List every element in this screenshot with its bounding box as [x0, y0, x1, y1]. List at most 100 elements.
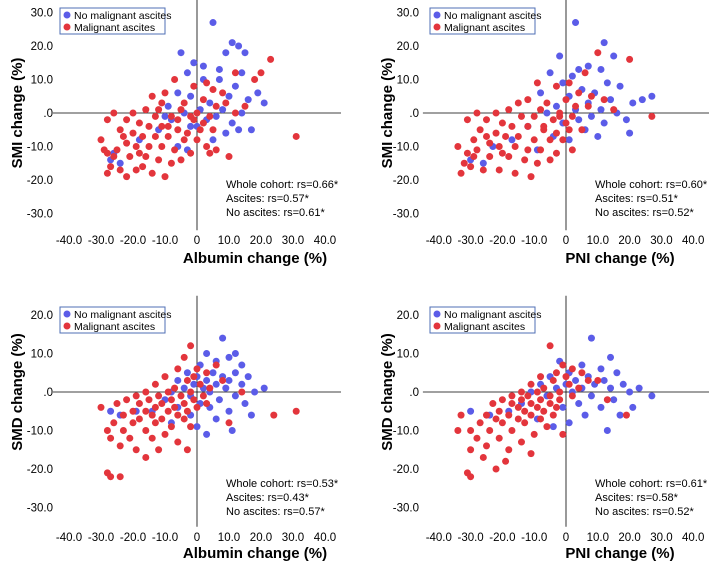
data-point: [151, 419, 159, 427]
correlation-annotation: Ascites: rs=0.57*: [226, 193, 310, 205]
legend-marker: [63, 310, 71, 318]
data-point: [158, 415, 166, 423]
data-point: [556, 109, 564, 117]
x-axis-label: PNI change (%): [565, 250, 674, 267]
x-tick-label: 40.0: [682, 235, 704, 247]
data-point: [517, 396, 525, 404]
data-point: [556, 396, 564, 404]
data-point: [600, 39, 608, 47]
x-axis-label: PNI change (%): [565, 545, 674, 562]
data-point: [524, 122, 532, 130]
data-point: [116, 411, 124, 419]
data-point: [209, 136, 217, 144]
data-point: [527, 380, 535, 388]
data-point: [209, 126, 217, 134]
data-point: [600, 96, 608, 104]
x-tick-label: 30.0: [650, 532, 672, 544]
data-point: [537, 89, 545, 97]
data-point: [483, 132, 490, 140]
data-point: [597, 365, 605, 373]
data-point: [559, 136, 567, 144]
data-point: [151, 380, 159, 388]
data-point: [155, 126, 163, 134]
data-point: [626, 129, 634, 137]
x-tick-label: -40.0: [426, 235, 452, 247]
data-point: [203, 376, 211, 384]
data-point: [132, 407, 140, 415]
data-point: [594, 49, 602, 57]
x-tick-label: 0: [194, 532, 200, 544]
data-point: [151, 403, 159, 411]
data-point: [584, 376, 592, 384]
x-tick-label: -10.0: [521, 532, 547, 544]
data-point: [164, 388, 172, 396]
data-point: [549, 411, 557, 419]
data-point: [473, 434, 481, 442]
data-point: [110, 153, 118, 161]
data-point: [238, 388, 246, 396]
data-point: [183, 407, 191, 415]
data-point: [489, 400, 497, 408]
data-point: [467, 163, 475, 171]
data-point: [581, 411, 589, 419]
data-point: [508, 392, 516, 400]
data-point: [177, 49, 185, 57]
data-point: [199, 96, 207, 104]
data-point: [222, 129, 230, 137]
data-point: [199, 392, 207, 400]
data-point: [514, 403, 522, 411]
data-point: [626, 55, 634, 63]
data-point: [206, 388, 214, 396]
data-point: [483, 411, 490, 419]
data-point: [231, 350, 239, 357]
data-point: [495, 407, 503, 415]
data-point: [619, 380, 627, 388]
y-tick-label: -10.0: [27, 142, 53, 154]
data-point: [517, 438, 525, 446]
y-tick-label: 10.0: [31, 75, 53, 87]
data-point: [648, 92, 656, 100]
data-point: [196, 361, 204, 369]
legend-label: No malignant ascites: [444, 10, 541, 22]
panel-p2: 30.020.010.0.0-10.0-20.0-30.0-40.0 -30.0-…: [379, 0, 709, 267]
x-tick-label: -30.0: [457, 235, 483, 247]
x-tick-label: 0: [563, 235, 569, 247]
data-point: [537, 146, 545, 154]
data-point: [209, 86, 217, 94]
data-point: [187, 423, 195, 431]
data-point: [530, 430, 538, 438]
data-point: [559, 430, 567, 438]
data-point: [562, 380, 570, 388]
legend-marker: [433, 23, 441, 31]
data-point: [533, 79, 541, 87]
data-point: [148, 407, 156, 415]
data-point: [212, 380, 220, 388]
data-point: [540, 126, 548, 134]
data-point: [584, 373, 592, 381]
data-point: [489, 143, 497, 150]
legend-marker: [433, 322, 441, 330]
data-point: [511, 143, 519, 150]
y-tick-label: 20.0: [397, 41, 419, 53]
data-point: [610, 396, 618, 404]
data-point: [648, 392, 656, 400]
data-point: [212, 361, 220, 369]
data-point: [174, 116, 182, 124]
data-point: [142, 153, 150, 161]
data-point: [129, 129, 137, 137]
data-point: [603, 79, 611, 87]
data-point: [164, 407, 172, 415]
data-point: [174, 403, 182, 411]
data-point: [103, 169, 111, 177]
data-point: [199, 76, 207, 83]
data-point: [215, 396, 223, 404]
data-point: [164, 132, 172, 140]
data-point: [228, 39, 236, 47]
data-point: [174, 143, 182, 150]
data-point: [241, 400, 249, 408]
data-point: [161, 173, 169, 181]
data-point: [225, 407, 233, 415]
data-point: [171, 403, 179, 411]
data-point: [183, 146, 191, 154]
y-tick-label: -20.0: [393, 175, 419, 187]
